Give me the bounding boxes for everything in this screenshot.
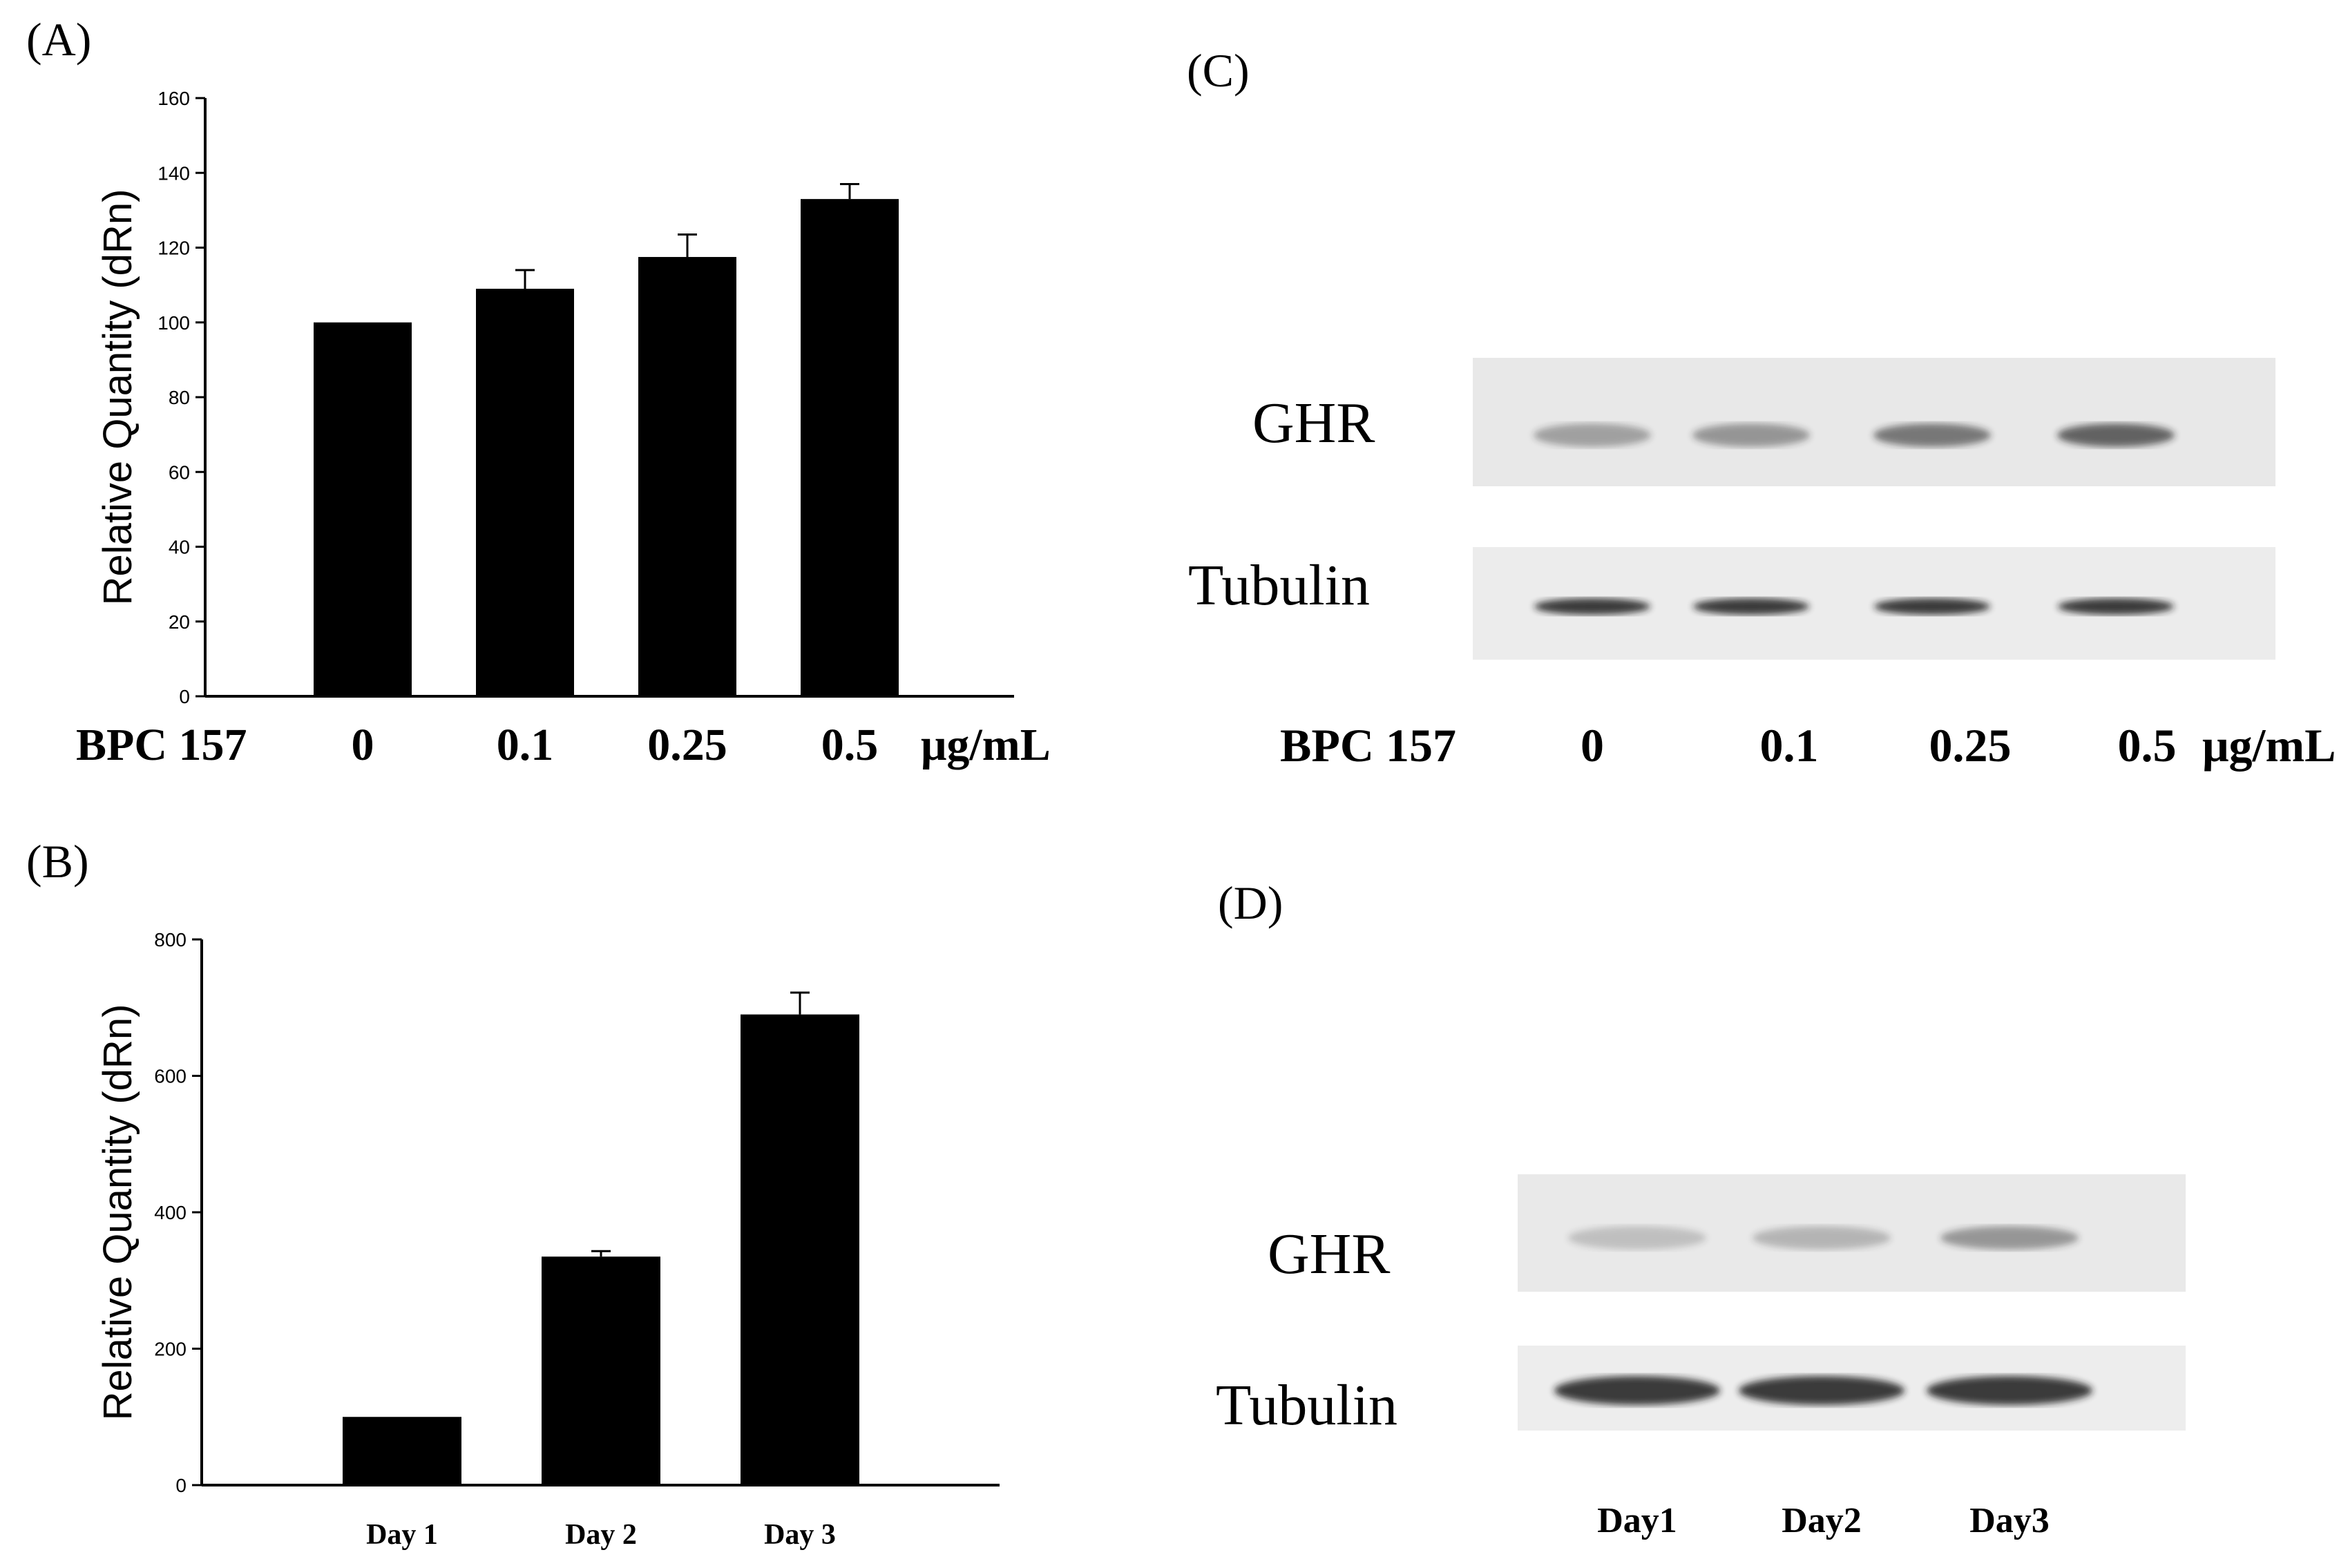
chart-a-ytick-label: 40 [169, 537, 190, 558]
panel-label-a: (A) [26, 13, 91, 66]
blot-d-ghr-band [1940, 1226, 2079, 1250]
panel-label-c: (C) [1187, 44, 1250, 97]
chart-a-category-label: 0.1 [497, 720, 554, 770]
chart-a-row-label: BPC 157 [76, 720, 247, 770]
chart-a-ytick-label: 160 [158, 88, 190, 109]
chart-b-ytick-label: 0 [175, 1475, 187, 1496]
blot-d-lane-label: Day2 [1782, 1501, 1862, 1540]
blot-d-tubulin-band [1927, 1376, 2092, 1405]
blot-c-ghr-band [1534, 423, 1651, 447]
chart-a-ytick-label: 140 [158, 162, 190, 184]
blot-c-ghr-band [1873, 423, 1991, 447]
chart-b-ytick-label: 600 [154, 1066, 187, 1087]
blot-c-lane-label: 0 [1581, 719, 1604, 772]
chart-a-category-label: 0 [352, 720, 374, 770]
blot-c-row-label: BPC 157 [1280, 719, 1456, 772]
chart-a-ytick-label: 0 [179, 686, 190, 707]
blot-d-tubulin-band [1554, 1376, 1720, 1405]
blot-c: GHR Tubulin BPC 157 0 0.1 0.25 0.5 μg/mL [1188, 358, 2336, 772]
blot-c-ghr-membrane [1473, 358, 2275, 486]
chart-a-ytick-label: 20 [169, 611, 190, 633]
chart-b-category-label: Day 3 [764, 1519, 836, 1551]
blot-d-tubulin-band [1739, 1376, 1905, 1405]
chart-b-category-label: Day 1 [366, 1519, 438, 1551]
panel-label-b: (B) [26, 835, 89, 888]
chart-b-bar [741, 1014, 859, 1485]
chart-a-ylabel: Relative Quantity (dRn) [95, 189, 140, 606]
chart-b-bar [542, 1256, 660, 1485]
blot-c-tubulin-band [1534, 598, 1650, 615]
chart-a-ytick-label: 80 [169, 387, 190, 408]
chart-a-ytick-label: 120 [158, 238, 190, 259]
chart-b-ylabel: Relative Quantity (dRn) [95, 1004, 140, 1421]
blot-d-tubulin-label: Tubulin [1216, 1373, 1397, 1437]
chart-b: 0 200 400 600 800 Relative Quantity (dRn) Da… [95, 929, 1000, 1551]
blot-c-lane-label: 0.5 [2118, 719, 2177, 772]
blot-c-lane-label: 0.1 [1760, 719, 1819, 772]
chart-a-ytick-label: 100 [158, 312, 190, 334]
panel-label-d: (D) [1218, 877, 1283, 929]
blot-d-ghr-band [1568, 1226, 1706, 1250]
chart-a-bar [476, 289, 574, 697]
chart-a-category-label: 0.5 [821, 720, 879, 770]
chart-a-bar [638, 257, 736, 696]
blot-c-ghr-band [1692, 423, 1810, 447]
blot-c-unit-label: μg/mL [2202, 719, 2336, 772]
blot-d-ghr-label: GHR [1268, 1222, 1390, 1286]
blot-d-lane-label: Day3 [1969, 1501, 2050, 1540]
chart-a: 0 20 40 60 80 100 120 140 160 Relative Quantity … [76, 88, 1051, 770]
blot-d: GHR Tubulin Day1 Day2 Day3 [1216, 1174, 2186, 1540]
blot-c-tubulin-band [1693, 598, 1809, 615]
chart-a-bar [314, 322, 412, 696]
chart-b-ytick-label: 200 [154, 1339, 187, 1360]
chart-a-bar [801, 199, 899, 696]
blot-c-tubulin-band [2058, 598, 2174, 615]
blot-c-ghr-band [2057, 423, 2175, 447]
chart-a-category-label: 0.25 [647, 720, 727, 770]
chart-a-ytick-label: 60 [169, 461, 190, 483]
chart-a-unit-label: μg/mL [921, 720, 1051, 770]
chart-b-ytick-label: 400 [154, 1202, 187, 1223]
blot-c-lane-label: 0.25 [1929, 719, 2012, 772]
blot-d-lane-label: Day1 [1597, 1501, 1677, 1540]
chart-b-category-label: Day 2 [565, 1519, 637, 1551]
blot-c-ghr-label: GHR [1252, 391, 1375, 455]
chart-b-bar [343, 1417, 461, 1485]
blot-c-tubulin-label: Tubulin [1188, 553, 1370, 618]
blot-c-tubulin-band [1874, 598, 1990, 615]
chart-b-ytick-label: 800 [154, 929, 187, 950]
blot-d-ghr-band [1753, 1226, 1891, 1250]
